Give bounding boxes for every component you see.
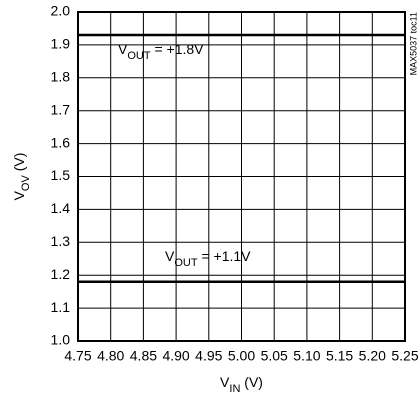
y-axis-label-part: OV <box>20 175 32 192</box>
x-axis-label: VIN (V) <box>220 374 263 395</box>
annotation-part: V <box>118 41 128 57</box>
x-tick-label: 4.80 <box>97 348 124 364</box>
x-tick-label: 5.05 <box>261 348 288 364</box>
y-axis-label-part: V <box>11 190 27 200</box>
x-tick-label: 4.75 <box>64 348 91 364</box>
annotation: VOUT = +1.1V <box>165 248 251 269</box>
side-note: MAX5037 toc11 <box>408 12 418 75</box>
x-axis-label-part: IN <box>229 383 240 395</box>
y-tick-label: 1.8 <box>51 69 71 85</box>
y-tick-label: 1.1 <box>51 299 71 315</box>
x-tick-label: 4.95 <box>195 348 222 364</box>
annotation: VOUT = +1.8V <box>118 41 204 62</box>
y-tick-label: 1.9 <box>51 36 71 52</box>
x-axis-label-part: V <box>220 374 230 390</box>
y-tick-label: 1.3 <box>51 233 71 249</box>
x-tick-label: 4.85 <box>130 348 157 364</box>
x-tick-label: 5.20 <box>359 348 386 364</box>
annotation-part: = +1.1V <box>198 248 252 264</box>
annotation-part: V <box>165 248 175 264</box>
plot-frame <box>77 11 406 342</box>
y-tick-label: 1.0 <box>51 332 71 348</box>
annotation-part: OUT <box>127 50 151 62</box>
annotation-part: OUT <box>174 257 198 269</box>
x-tick-label: 5.10 <box>293 348 320 364</box>
x-tick-label: 5.15 <box>326 348 353 364</box>
annotation-part: = +1.8V <box>151 41 205 57</box>
y-tick-label: 1.5 <box>51 167 71 183</box>
y-tick-label: 2.0 <box>51 3 71 19</box>
x-tick-label: 5.00 <box>228 348 255 364</box>
x-tick-label: 4.90 <box>162 348 189 364</box>
y-tick-label: 1.4 <box>51 200 71 216</box>
y-axis-label: VOV (V) <box>11 153 32 201</box>
x-axis-label-part: (V) <box>240 374 263 390</box>
y-tick-label: 1.7 <box>51 101 71 117</box>
y-axis-label-part: (V) <box>11 153 27 176</box>
y-tick-label: 1.6 <box>51 134 71 150</box>
y-tick-label: 1.2 <box>51 266 71 282</box>
x-tick-label: 5.25 <box>391 348 418 364</box>
